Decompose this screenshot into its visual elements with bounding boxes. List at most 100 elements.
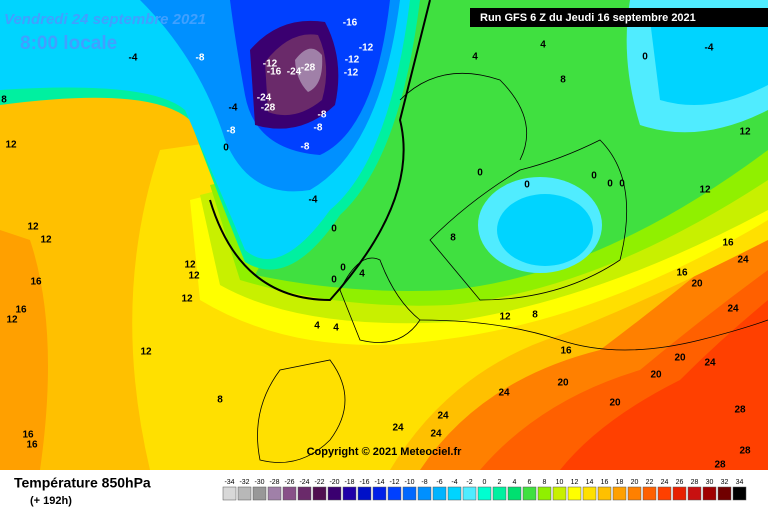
contour-label: 16: [26, 440, 38, 451]
color-swatch: [507, 486, 522, 501]
contour-label: -8: [227, 126, 236, 137]
colorbar-tick-label: -24: [299, 479, 309, 486]
color-swatch: [237, 486, 252, 501]
contour-label: 4: [472, 52, 478, 63]
contour-label: 12: [140, 347, 152, 358]
temperature-field: [0, 0, 768, 470]
contour-label: 12: [40, 235, 52, 246]
colorbar-tick-label: 12: [571, 479, 579, 486]
legend-subtitle: (+ 192h): [30, 495, 72, 507]
color-swatch: [297, 486, 312, 501]
contour-label: 24: [430, 429, 442, 440]
colorbar-tick-label: -32: [239, 479, 249, 486]
contour-label: 4: [314, 321, 320, 332]
contour-labels: -4 -8-16-12-12-12-12-16 -24 -28-24-28-4-8-8…: [1, 18, 751, 471]
colorbar-tick-label: 18: [616, 479, 624, 486]
contour-label: 24: [392, 423, 404, 434]
colorbar-tick-label: -8: [421, 479, 427, 486]
color-swatch: [462, 486, 477, 501]
contour-label: 28: [734, 405, 746, 416]
color-swatch: [372, 486, 387, 501]
contour-label: 24: [437, 411, 449, 422]
legend-title: Température 850hPa: [14, 475, 151, 491]
contour-label: 20: [650, 370, 662, 381]
color-swatch: [642, 486, 657, 501]
contour-label: 16: [30, 277, 42, 288]
contour-label: 12: [499, 312, 511, 323]
contour-label: 20: [557, 378, 569, 389]
contour-label: -24: [257, 93, 272, 104]
contour-label: 8: [532, 310, 538, 321]
colorbar-tick-label: -34: [224, 479, 234, 486]
colorbar-tick-label: 16: [601, 479, 609, 486]
copyright: Copyright © 2021 Meteociel.fr: [307, 446, 463, 458]
color-swatch: [357, 486, 372, 501]
colorbar: -34 -32 -30 -28 -26 -24 -22 -20 -18 -16 -14 -12 -10-…: [222, 479, 747, 501]
contour-label: -4: [229, 103, 238, 114]
color-swatch: [477, 486, 492, 501]
contour-label: -28: [261, 103, 276, 114]
color-swatch: [402, 486, 417, 501]
contour-label: 12: [739, 127, 751, 138]
color-swatch: [702, 486, 717, 501]
color-swatch: [252, 486, 267, 501]
colorbar-tick-label: -20: [329, 479, 339, 486]
color-swatch: [312, 486, 327, 501]
contour-label: -8: [318, 110, 327, 121]
colorbar-tick-label: -26: [284, 479, 294, 486]
contour-label: -8: [196, 53, 205, 64]
color-swatch: [267, 486, 282, 501]
color-swatch: [222, 486, 237, 501]
contour-label: -4: [705, 43, 714, 54]
contour-label: 20: [691, 279, 703, 290]
color-swatch: [492, 486, 507, 501]
contour-label: 0: [331, 275, 337, 286]
contour-label: -16: [267, 67, 282, 78]
contour-label: 24: [498, 388, 510, 399]
contour-label: 0: [331, 224, 337, 235]
contour-label: 12: [181, 294, 193, 305]
colorbar-tick-label: -12: [389, 479, 399, 486]
contour-label: 16: [676, 268, 688, 279]
contour-label: -4: [129, 53, 138, 64]
colorbar-tick-label: -6: [436, 479, 442, 486]
color-swatch: [342, 486, 357, 501]
coastlines: [257, 72, 768, 463]
contour-label: -8: [301, 142, 310, 153]
contour-label: -24: [287, 67, 302, 78]
contour-label: 16: [722, 238, 734, 249]
contour-label: -12: [345, 55, 360, 66]
run-box: [470, 8, 768, 27]
contour-label: 0: [524, 180, 530, 191]
color-swatch: [687, 486, 702, 501]
color-swatch: [612, 486, 627, 501]
color-swatch: [567, 486, 582, 501]
zero-contour: [209, 0, 431, 302]
colorbar-tick-label: -2: [466, 479, 472, 486]
color-swatch: [732, 486, 747, 501]
colorbar-tick-label: 32: [721, 479, 729, 486]
colorbar-tick-label: 28: [691, 479, 699, 486]
contour-label: -12: [344, 68, 359, 79]
color-swatch: [327, 486, 342, 501]
color-swatch: [537, 486, 552, 501]
contour-label: 24: [737, 255, 749, 266]
colorbar-tick-label: 6: [528, 479, 532, 486]
colorbar-tick-label: -28: [269, 479, 279, 486]
color-swatch: [282, 486, 297, 501]
color-swatch: [522, 486, 537, 501]
color-swatch: [417, 486, 432, 501]
contour-label: 24: [704, 358, 716, 369]
contour-label: -28: [301, 63, 316, 74]
contour-label: 16: [22, 430, 34, 441]
contour-label: 0: [642, 52, 648, 63]
forecast-time: 8:00 locale: [20, 33, 117, 54]
contour-label: 0: [223, 143, 229, 154]
colorbar-tick-label: 2: [498, 479, 502, 486]
contour-label: 4: [540, 40, 546, 51]
colorbar-tick-label: 22: [646, 479, 654, 486]
colorbar-tick-label: -18: [344, 479, 354, 486]
contour-label: 0: [619, 179, 625, 190]
